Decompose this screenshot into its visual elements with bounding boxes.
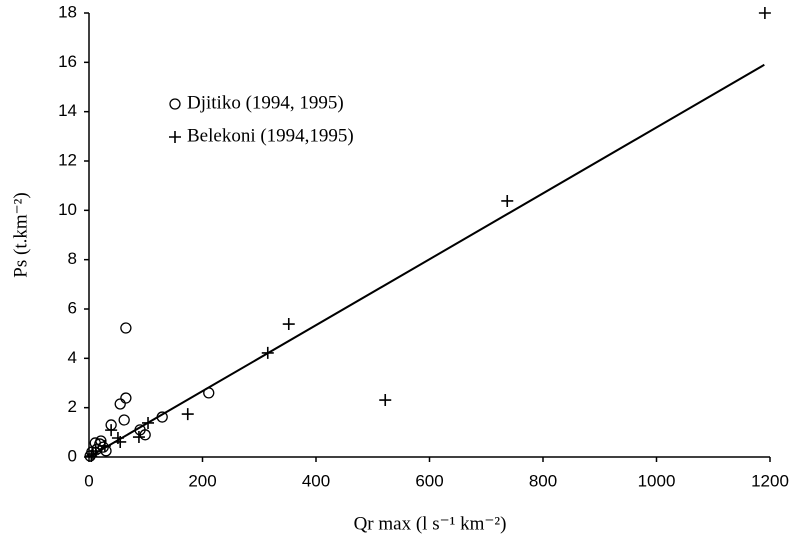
- point: [261, 346, 274, 359]
- point: [203, 387, 215, 399]
- legend-marker: [169, 98, 181, 110]
- point: [105, 424, 118, 437]
- x-tick-label: 1000: [638, 471, 676, 490]
- legend-label: Belekoni (1994,1995): [187, 125, 354, 146]
- x-tick-label: 0: [84, 471, 93, 490]
- point: [156, 411, 168, 423]
- point: [181, 408, 194, 421]
- y-axis-title: Ps (t.km⁻²): [10, 192, 31, 277]
- y-tick-label: 6: [68, 298, 77, 317]
- point: [379, 394, 392, 407]
- y-tick-label: 16: [58, 52, 77, 71]
- x-tick-label: 1200: [751, 471, 789, 490]
- y-tick-label: 10: [58, 200, 77, 219]
- point: [86, 448, 99, 461]
- x-tick-label: 800: [529, 471, 557, 490]
- point: [501, 194, 514, 207]
- point: [118, 414, 130, 426]
- point: [132, 431, 145, 444]
- y-tick-label: 0: [68, 446, 77, 465]
- point: [114, 435, 127, 448]
- point: [114, 398, 126, 410]
- y-tick-label: 14: [58, 101, 77, 120]
- point: [85, 450, 98, 463]
- point: [98, 439, 111, 452]
- point: [139, 429, 151, 441]
- y-tick-label: 12: [58, 150, 77, 169]
- point: [142, 416, 155, 429]
- legend-marker: [169, 131, 181, 143]
- point: [758, 7, 771, 19]
- y-tick-label: 18: [58, 2, 77, 21]
- x-tick-label: 200: [188, 471, 216, 490]
- y-tick-label: 2: [68, 397, 77, 416]
- point: [120, 322, 132, 334]
- x-tick-label: 400: [302, 471, 330, 490]
- point: [97, 441, 109, 453]
- point: [282, 318, 295, 331]
- x-tick-label: 600: [415, 471, 443, 490]
- x-axis-title: Qr max (l s⁻¹ km⁻²): [354, 513, 507, 534]
- y-tick-label: 8: [68, 249, 77, 268]
- legend-label: Djitiko (1994, 1995): [187, 92, 344, 113]
- y-tick-label: 4: [68, 348, 77, 367]
- point: [120, 392, 132, 404]
- fit-line: [88, 63, 765, 458]
